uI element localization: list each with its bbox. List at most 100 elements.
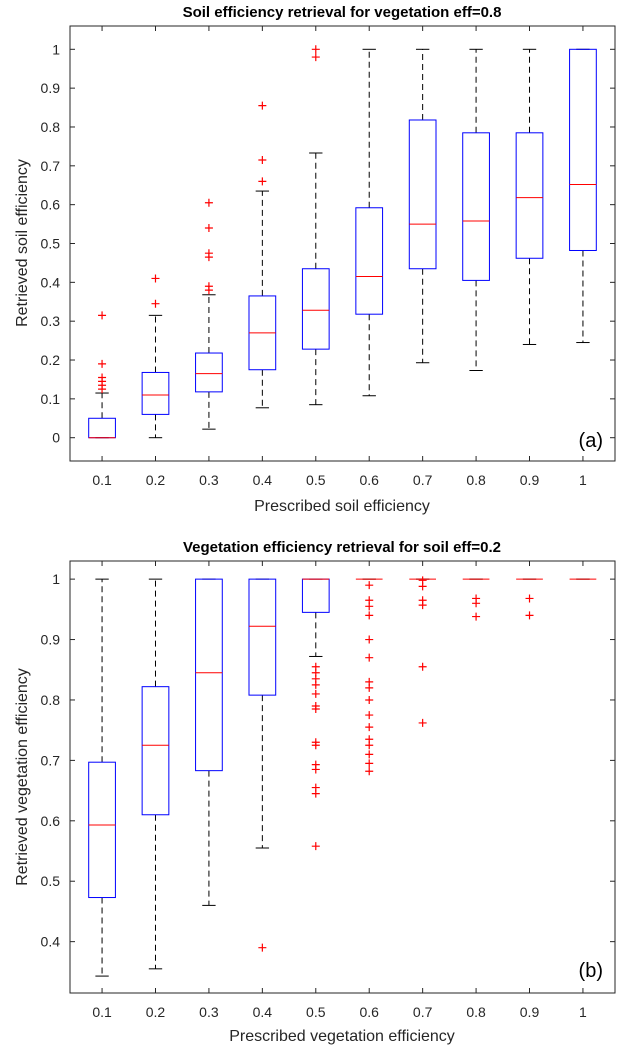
- box-iqr: [195, 578, 223, 772]
- box-iqr: [515, 132, 544, 259]
- box-0.3: [195, 578, 223, 906]
- outlier-point: [204, 249, 213, 258]
- x-tick-label: 0.5: [306, 1004, 326, 1020]
- outlier-point: [365, 750, 374, 759]
- chart-a-boxes: [88, 45, 597, 439]
- box-0.2: [141, 578, 170, 970]
- chart-b-boxes: [88, 576, 597, 977]
- y-tick-label: 0.8: [41, 692, 61, 708]
- box-0.8: [462, 48, 490, 372]
- y-tick-label: 0.6: [41, 813, 61, 829]
- chart-b-xlabel: Prescribed vegetation efficiency: [229, 1028, 455, 1045]
- outlier-point: [365, 711, 374, 720]
- y-tick-label: 0.2: [41, 352, 61, 368]
- x-tick-label: 0.4: [253, 1004, 273, 1020]
- box-0.6: [355, 48, 384, 397]
- outlier-point: [365, 581, 374, 590]
- outlier-point: [365, 695, 374, 704]
- y-tick-label: 0.6: [41, 197, 61, 213]
- x-tick-label: 0.4: [253, 472, 273, 488]
- outlier-point: [365, 653, 374, 662]
- y-tick-label: 0.3: [41, 313, 61, 329]
- chart-a-panel-label: (a): [579, 430, 603, 452]
- outlier-point: [151, 274, 160, 283]
- x-tick-label: 0.2: [146, 472, 166, 488]
- y-tick-label: 0.7: [41, 158, 61, 174]
- box-0.4: [248, 578, 277, 952]
- y-tick-label: 0.4: [41, 274, 61, 290]
- outlier-point: [365, 677, 374, 686]
- chart-b-axes-box: [69, 560, 616, 994]
- chart-a-xlabel: Prescribed soil efficiency: [254, 498, 430, 515]
- outlier-point: [365, 635, 374, 644]
- box-iqr: [141, 686, 170, 816]
- x-tick-label: 0.8: [466, 1004, 486, 1020]
- x-tick-label: 1: [579, 472, 587, 488]
- box-0.3: [195, 198, 223, 430]
- outlier-point: [365, 735, 374, 744]
- outlier-point: [311, 45, 320, 54]
- outlier-point: [258, 177, 267, 186]
- x-tick-label: 0.5: [306, 472, 326, 488]
- box-0.8: [462, 578, 490, 621]
- box-iqr: [408, 119, 437, 270]
- y-tick-label: 0.9: [41, 632, 61, 648]
- y-tick-label: 0.4: [41, 934, 61, 950]
- box-0.9: [515, 48, 544, 345]
- chart-a-ylabel: Retrieved soil efficiency: [14, 159, 31, 327]
- x-tick-label: 0.7: [413, 472, 433, 488]
- outlier-point: [258, 155, 267, 164]
- x-tick-label: 0.9: [520, 472, 540, 488]
- chart-b-xticks: 0.1 0.2 0.3 0.4 0.5 0.6 0.7 0.8 0.9 1: [92, 561, 587, 1020]
- box-0.6: [355, 578, 383, 776]
- chart-a-xticks: 0.1 0.2 0.3 0.4 0.5 0.6 0.7 0.8 0.9 1: [92, 26, 587, 488]
- y-tick-label: 0.5: [41, 873, 61, 889]
- chart-a-title: Soil efficiency retrieval for vegetation…: [183, 4, 502, 21]
- y-tick-label: 0.9: [41, 80, 61, 96]
- outlier-point: [418, 576, 427, 585]
- x-tick-label: 0.9: [520, 1004, 540, 1020]
- box-0.5: [301, 578, 330, 851]
- outlier-point: [98, 373, 107, 382]
- chart-a-yticks: 0 0.1 0.2 0.3 0.4 0.5 0.6 0.7 0.8 0.9 1: [41, 41, 615, 446]
- x-tick-label: 0.7: [413, 1004, 433, 1020]
- box-0.7: [408, 48, 437, 364]
- box-0.7: [409, 576, 437, 727]
- y-tick-label: 0.5: [41, 236, 61, 252]
- y-tick-label: 1: [52, 41, 60, 57]
- box-1: [569, 48, 597, 344]
- x-tick-label: 0.8: [466, 472, 486, 488]
- outlier-point: [204, 282, 213, 291]
- chart-a-axes-box: [69, 25, 616, 462]
- box-iqr: [355, 207, 384, 315]
- outlier-point: [365, 759, 374, 768]
- x-tick-label: 0.6: [359, 472, 379, 488]
- box-iqr: [88, 417, 116, 439]
- box-0.1: [88, 578, 116, 977]
- outlier-point: [525, 611, 534, 620]
- outlier-point: [311, 702, 320, 711]
- outlier-point: [365, 611, 374, 620]
- y-tick-label: 0.8: [41, 119, 61, 135]
- box-0.4: [248, 101, 277, 409]
- box-0.9: [516, 578, 543, 620]
- box-iqr: [569, 48, 597, 251]
- x-tick-label: 0.2: [146, 1004, 166, 1020]
- box-0.2: [141, 274, 170, 439]
- y-tick-label: 0: [52, 430, 60, 446]
- box-iqr: [462, 132, 490, 281]
- outlier-point: [365, 596, 374, 605]
- outlier-point: [311, 53, 320, 62]
- outlier-point: [418, 662, 427, 671]
- y-tick-label: 0.1: [41, 391, 61, 407]
- box-iqr: [88, 761, 116, 899]
- chart-b-panel-label: (b): [579, 960, 603, 982]
- outlier-point: [311, 842, 320, 851]
- outlier-point: [311, 689, 320, 698]
- outlier-point: [311, 738, 320, 747]
- box-0.5: [301, 45, 330, 406]
- chart-b-title: Vegetation efficiency retrieval for soil…: [183, 539, 501, 556]
- box-iqr: [301, 268, 330, 350]
- box-iqr: [195, 352, 223, 393]
